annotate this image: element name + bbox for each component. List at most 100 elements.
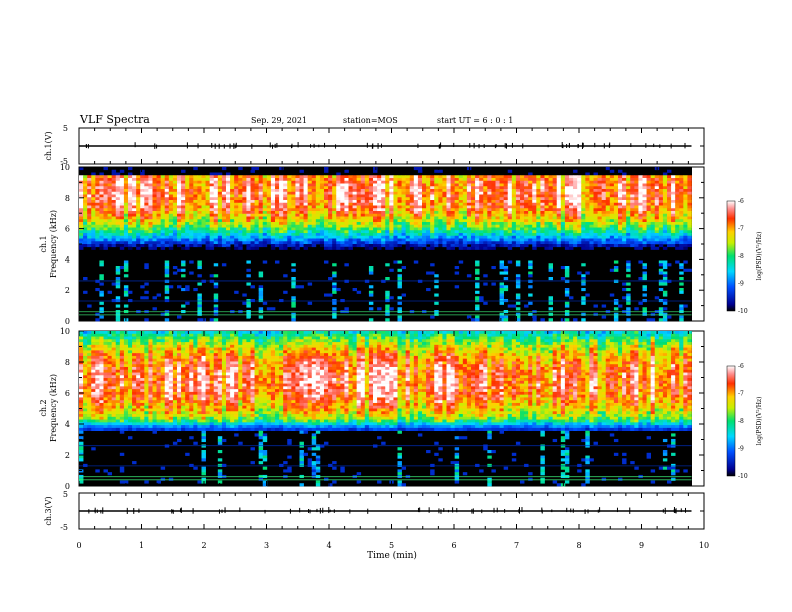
spectrogram-cell bbox=[569, 211, 574, 215]
spectrogram-cell bbox=[385, 318, 390, 322]
spectrogram-cell bbox=[348, 211, 353, 215]
spectrogram-cell bbox=[609, 268, 615, 272]
spectrogram-cell bbox=[83, 380, 88, 384]
spectrogram-cell bbox=[454, 216, 460, 220]
spectrogram-cell bbox=[168, 197, 174, 201]
spectrogram-cell bbox=[262, 197, 268, 201]
spectrogram-cell bbox=[111, 183, 117, 187]
spectrogram-cell bbox=[307, 205, 313, 209]
spectrogram-cell bbox=[287, 191, 292, 195]
spectrogram-cell bbox=[270, 183, 276, 187]
spectrogram-cell bbox=[450, 197, 456, 201]
spectrogram-cell bbox=[638, 205, 643, 209]
spectrogram-cell bbox=[250, 213, 255, 217]
spectrogram-cell bbox=[401, 227, 407, 231]
spectrogram-cell bbox=[397, 189, 402, 193]
spectrogram-cell bbox=[434, 216, 439, 220]
spectrogram-cell bbox=[181, 222, 186, 226]
spectrogram-cell bbox=[291, 224, 296, 228]
spectrogram-cell bbox=[348, 222, 353, 226]
spectrogram-cell bbox=[385, 235, 390, 239]
spectrogram-cell bbox=[458, 224, 464, 228]
spectrogram-cell bbox=[638, 178, 643, 182]
spectrogram-cell bbox=[336, 219, 341, 223]
spectrogram-cell bbox=[499, 175, 505, 179]
spectrogram-cell bbox=[438, 233, 443, 237]
spectrogram-cell bbox=[560, 233, 566, 237]
spectrogram-cell bbox=[348, 205, 353, 209]
spectrogram-cell bbox=[356, 244, 362, 248]
spectrogram-cell bbox=[499, 315, 505, 319]
spectrogram-cell bbox=[675, 208, 680, 212]
spectrogram-cell bbox=[630, 219, 635, 223]
spectrogram-cell bbox=[511, 219, 517, 223]
spectrogram-cell bbox=[311, 230, 317, 234]
ch1-colorbar-label: log(PSD)(V²/Hz) bbox=[756, 232, 763, 281]
spectrogram-cell bbox=[287, 241, 292, 245]
spectrogram-cell bbox=[266, 216, 272, 220]
spectrogram-cell bbox=[536, 213, 541, 217]
spectrogram-cell bbox=[642, 271, 647, 275]
spectrogram-cell bbox=[140, 222, 145, 226]
spectrogram-cell bbox=[132, 202, 137, 206]
spectrogram-cell bbox=[111, 200, 117, 204]
spectrogram-cell bbox=[536, 241, 541, 245]
spectrogram-cell bbox=[389, 227, 394, 231]
spectrogram-cell bbox=[397, 211, 402, 215]
spectrogram-cell bbox=[630, 235, 635, 239]
spectrogram-cell bbox=[462, 191, 468, 195]
spectrogram-cell bbox=[217, 191, 223, 195]
spectrogram-cell bbox=[132, 178, 137, 182]
spectrogram-cell bbox=[340, 175, 345, 179]
spectrogram-cell bbox=[246, 200, 251, 204]
spectrogram-cell bbox=[413, 213, 419, 217]
spectrogram-cell bbox=[254, 244, 260, 248]
spectrogram-cell bbox=[458, 241, 464, 245]
spectrogram-cell bbox=[385, 238, 390, 242]
spectrogram-cell bbox=[226, 208, 231, 212]
spectrogram-cell bbox=[650, 197, 656, 201]
spectrogram-cell bbox=[589, 238, 594, 242]
spectrogram-cell bbox=[536, 186, 541, 190]
spectrogram-cell bbox=[634, 183, 639, 187]
spectrogram-cell bbox=[181, 241, 186, 245]
spectrogram-cell bbox=[667, 241, 672, 245]
spectrogram-cell bbox=[279, 180, 284, 184]
spectrogram-cell bbox=[226, 202, 231, 206]
spectrogram-cell bbox=[95, 205, 100, 209]
spectrogram-cell bbox=[107, 175, 113, 179]
spectrogram-cell bbox=[544, 219, 549, 223]
spectrogram-cell bbox=[115, 211, 121, 215]
spectrogram-cell bbox=[609, 180, 615, 184]
spectrogram-cell bbox=[511, 183, 517, 187]
spectrogram-cell bbox=[658, 318, 664, 322]
spectrogram-cell bbox=[671, 191, 676, 195]
spectrogram-cell bbox=[438, 194, 443, 198]
spectrogram-cell bbox=[168, 216, 174, 220]
spectrogram-cell bbox=[83, 333, 88, 337]
spectrogram-cell bbox=[503, 200, 509, 204]
spectrogram-cell bbox=[560, 227, 566, 231]
spectrogram-cell bbox=[91, 331, 96, 335]
spectrogram-cell bbox=[446, 235, 451, 239]
spectrogram-cell bbox=[658, 312, 664, 316]
spectrogram-cell bbox=[352, 197, 358, 201]
spectrogram-cell bbox=[311, 244, 317, 248]
spectrogram-cell bbox=[238, 222, 243, 226]
spectrogram-cell bbox=[213, 175, 219, 179]
spectrogram-cell bbox=[168, 178, 174, 182]
spectrogram-cell bbox=[642, 233, 647, 237]
spectrogram-cell bbox=[83, 208, 88, 212]
spectrogram-cell bbox=[83, 200, 88, 204]
spectrogram-cell bbox=[507, 186, 513, 190]
spectrogram-cell bbox=[368, 227, 374, 231]
spectrogram-cell bbox=[409, 230, 415, 234]
spectrogram-cell bbox=[79, 400, 84, 404]
spectrogram-cell bbox=[164, 216, 170, 220]
spectrogram-cell bbox=[585, 293, 590, 297]
spectrogram-cell bbox=[144, 230, 149, 234]
spectrogram-cell bbox=[172, 200, 178, 204]
spectrogram-cell bbox=[556, 233, 562, 237]
spectrogram-cell bbox=[352, 238, 358, 242]
spectrogram-cell bbox=[630, 175, 635, 179]
